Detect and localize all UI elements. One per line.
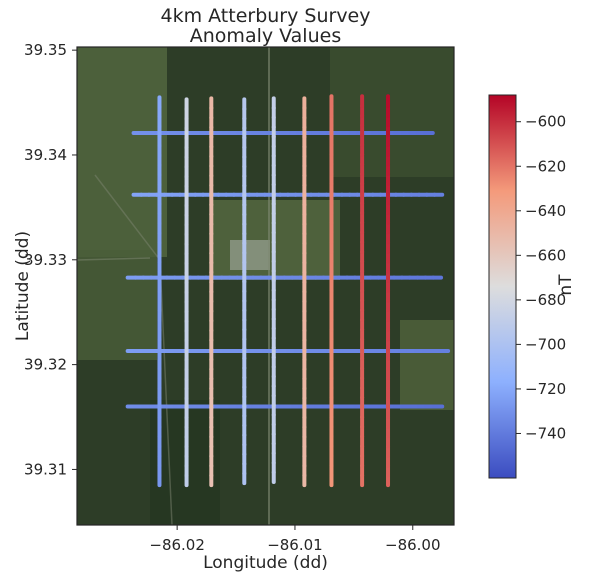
colorbar-tick-label: −640 xyxy=(525,202,566,220)
satellite-basemap xyxy=(77,47,454,525)
plot-frame xyxy=(76,46,455,526)
chart-title: 4km Atterbury Survey xyxy=(160,5,371,27)
y-tick-label: 39.32 xyxy=(24,356,67,374)
survey-tracks xyxy=(125,94,451,488)
x-axis-label: Longitude (dd) xyxy=(203,553,328,573)
y-tick-label: 39.33 xyxy=(24,251,67,269)
y-tick-label: 39.31 xyxy=(24,460,67,478)
y-tick-label: 39.35 xyxy=(24,41,67,59)
x-tick-label: −86.02 xyxy=(149,536,205,554)
colorbar-tick-label: −600 xyxy=(525,113,566,131)
colorbar-tick-label: −620 xyxy=(525,157,566,175)
colorbar-tick-label: −680 xyxy=(525,291,566,309)
chart-subtitle: Anomaly Values xyxy=(189,25,342,47)
colorbar-tick-label: −720 xyxy=(525,380,566,398)
y-axis-label: Latitude (dd) xyxy=(13,230,33,342)
colorbar-label: nT xyxy=(556,274,576,296)
colorbar-tick-label: −740 xyxy=(525,424,566,442)
y-tick-label: 39.34 xyxy=(24,146,67,164)
x-axis: −86.02 −86.01 −86.00 xyxy=(149,525,441,554)
x-tick-label: −86.01 xyxy=(267,536,323,554)
colorbar-tick-label: −660 xyxy=(525,246,566,264)
y-axis: 39.31 39.32 39.33 39.34 39.35 xyxy=(24,41,77,478)
colorbar-tick-label: −700 xyxy=(525,335,566,353)
colorbar-ticks: −740 −720 −700 −680 −660 −640 −620 −600 xyxy=(516,113,566,442)
x-tick-label: −86.00 xyxy=(385,536,441,554)
colorbar xyxy=(488,94,517,479)
